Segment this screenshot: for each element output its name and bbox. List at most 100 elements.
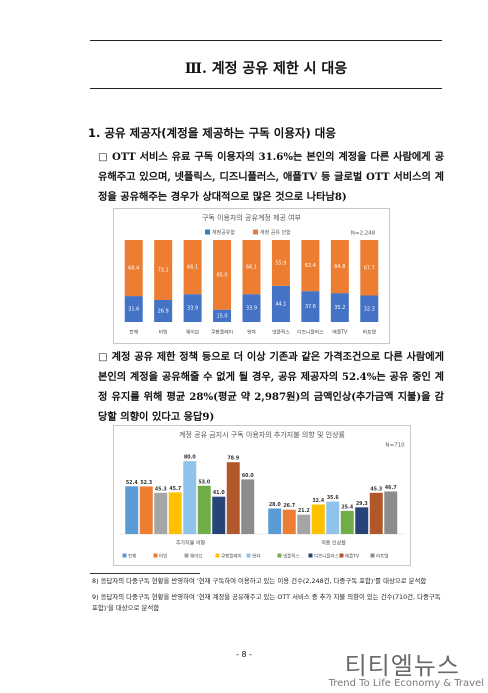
legend-label: 왓챠 (252, 553, 260, 560)
footnote: 8) 응답자의 다중구독 현황을 반영하여 '현재 구독하여 이용하고 있는 이… (92, 577, 427, 585)
bar (268, 508, 282, 534)
value-label: 85.0 (216, 272, 227, 278)
value-label: 64.8 (334, 264, 345, 270)
x-tick-label: 라프텔 (363, 329, 377, 336)
watermark-slogan: Trend To Life Economy & Travel (328, 678, 484, 689)
title-rule (90, 88, 442, 89)
legend-swatch (184, 553, 189, 558)
value-label: 33.9 (246, 306, 257, 312)
x-tick-label: 티빙 (159, 329, 168, 336)
x-tick-label: 쿠팡플레이 (211, 329, 233, 336)
value-label: 60.0 (242, 473, 254, 479)
chart-note: N=2,248 (351, 231, 376, 237)
bar-segment (213, 240, 232, 310)
chart: 계정 공유 금지시 구독 이용자의 추가지불 의향 및 인상률 N=710 52.4… (113, 425, 411, 566)
legend-swatch (246, 553, 251, 558)
x-tick-label: 웨이브 (186, 329, 200, 336)
legend-swatch (277, 553, 282, 558)
legend-label: 라프텔 (376, 553, 388, 560)
bar-segment (154, 299, 173, 322)
legend-label: 계정 공유 안함 (260, 229, 291, 236)
top-rule (90, 40, 442, 41)
value-label: 52.4 (126, 480, 138, 486)
bar (197, 485, 211, 534)
bar (311, 504, 325, 534)
bar (384, 491, 398, 534)
footnote: 9) 응답자의 다중구독 현황을 반영하여 '현재 계정을 공유해주고 있는 O… (92, 593, 441, 612)
section-heading: 1. 공유 제공자(계정을 제공하는 구독 이용자) 대응 (88, 126, 336, 140)
x-tick-label: 디즈니플러스 (297, 329, 324, 336)
bar (183, 461, 197, 534)
bar (340, 510, 354, 534)
legend-swatch (153, 553, 158, 558)
page-number: - 8 - (236, 650, 252, 659)
bar (369, 492, 383, 534)
bar-segment (242, 294, 261, 322)
value-label: 80.0 (184, 455, 196, 461)
x-tick-label: 추가지불 의향 (176, 540, 206, 547)
value-label: 66.1 (246, 265, 257, 271)
value-label: 26.7 (283, 503, 295, 509)
value-label: 28.0 (269, 502, 281, 508)
bar (326, 501, 340, 534)
bar-segment (154, 240, 173, 300)
bar (125, 486, 139, 534)
value-label: 31.6 (128, 307, 139, 313)
legend-label: 웨이브 (190, 553, 202, 560)
bar-segment (124, 240, 143, 297)
bar (212, 496, 226, 534)
bar-segment (330, 240, 349, 294)
value-label: 66.1 (187, 265, 198, 271)
legend-label: 디즈니플러스 (314, 553, 339, 560)
value-label: 32.4 (312, 498, 324, 504)
value-label: 73.1 (158, 267, 169, 273)
value-label: 62.4 (305, 263, 316, 269)
value-label: 45.3 (370, 486, 382, 492)
value-label: 52.3 (140, 480, 152, 486)
legend-swatch (339, 553, 344, 558)
bar (297, 514, 311, 534)
legend-swatch (122, 553, 127, 558)
bar (355, 507, 369, 534)
doc-title: Ⅲ. 계정 공유 제한 시 대응 (184, 61, 348, 77)
bar-segment (271, 240, 290, 286)
x-tick-label: 적용 인상률 (321, 540, 346, 547)
bar-segment (124, 296, 143, 322)
x-tick-label: 왓챠 (247, 329, 256, 336)
value-label: 55.9 (275, 260, 286, 266)
value-label: 15.0 (216, 313, 227, 319)
bar-segment (301, 291, 320, 322)
legend-swatch (215, 553, 220, 558)
value-label: 29.3 (356, 501, 368, 507)
footnote-rule (90, 573, 200, 574)
legend-label: 넷플릭스 (283, 553, 300, 560)
value-label: 41.0 (213, 490, 225, 496)
paragraph: □ OTT 서비스 유료 구독 이용자의 31.6%는 본인의 계정을 다른 사… (98, 151, 444, 203)
legend-label: 티빙 (159, 553, 167, 560)
bar-segment (213, 309, 232, 322)
legend-swatch (308, 553, 313, 558)
value-label: 25.4 (341, 504, 353, 510)
value-label: 32.3 (364, 306, 375, 312)
chart-title: 계정 공유 금지시 구독 이용자의 추가지불 의향 및 인상률 (179, 430, 345, 439)
bar-segment (183, 294, 202, 322)
value-label: 26.9 (158, 308, 169, 314)
bar-segment (183, 240, 202, 295)
legend-swatch (205, 229, 210, 235)
bar-segment (301, 240, 320, 292)
bar-segment (360, 240, 379, 296)
bar (139, 486, 153, 534)
chart-title: 구독 이용자의 공유계정 제공 여부 (202, 213, 302, 222)
value-label: 67.7 (364, 265, 375, 271)
bar-segment (360, 295, 379, 322)
bar (168, 492, 182, 534)
bar (241, 479, 255, 534)
value-label: 35.6 (327, 495, 339, 501)
legend-label: 애플TV (345, 553, 360, 560)
value-label: 35.2 (334, 305, 345, 311)
bar (226, 462, 240, 534)
legend-swatch (370, 553, 375, 558)
value-label: 53.0 (198, 479, 210, 485)
